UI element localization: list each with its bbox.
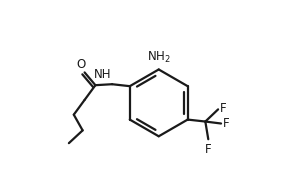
Text: O: O bbox=[76, 58, 86, 71]
Text: F: F bbox=[223, 117, 229, 130]
Text: NH$_2$: NH$_2$ bbox=[147, 50, 171, 65]
Text: F: F bbox=[205, 143, 212, 156]
Text: NH: NH bbox=[94, 68, 111, 81]
Text: F: F bbox=[220, 102, 226, 115]
